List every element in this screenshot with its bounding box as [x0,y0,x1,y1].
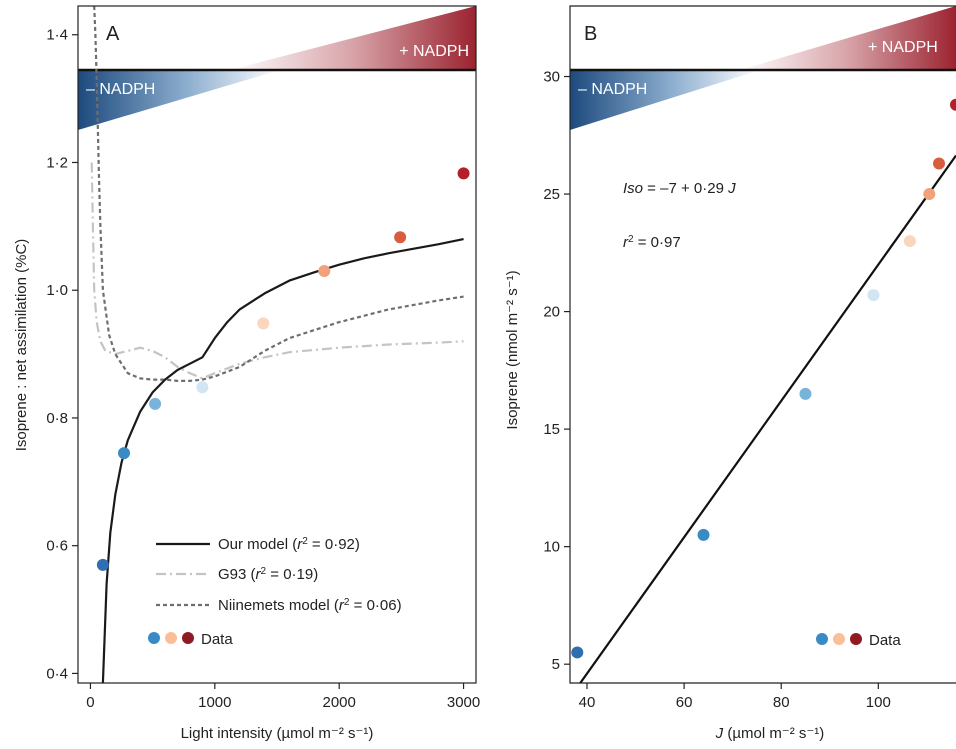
plus-nadph-wedge [740,6,956,70]
fit-equation: Iso = –7 + 0·29 J [623,180,736,197]
regression-line [578,154,956,683]
data-point [394,231,407,244]
x-tick-label: 80 [773,694,790,711]
x-tick-label: 1000 [198,694,231,711]
data-point [149,397,162,410]
y-tick-label: 30 [543,69,560,86]
axis-ticks-b: 40 60 80 100 5 10 15 20 25 30 [543,69,891,711]
data-point [257,317,270,330]
data-point [697,528,710,541]
fit-line-b [578,154,956,683]
panel-letter-b: B [584,23,597,45]
data-point [923,188,936,201]
data-point [118,447,131,460]
axis-ticks-a: 0 1000 2000 3000 0·4 0·6 0·8 1·0 1·2 1·4 [46,27,480,711]
legend-entry-data-b: Data [869,632,901,649]
x-axis-title-a: Light intensity (µmol m⁻² s⁻¹) [181,725,374,742]
legend-entry-data-a: Data [201,631,233,648]
data-point [457,167,470,180]
y-tick-label: 1·0 [46,282,68,299]
data-point [867,289,880,302]
legend-data-dot-blue [148,632,160,644]
y-tick-label: 20 [543,304,560,321]
panel-b: – NADPH + NADPH 40 60 80 100 5 10 15 20 25 30 B J… [504,5,956,742]
nadph-band-a: – NADPH + NADPH [78,6,476,130]
legend-data-dot-red [182,632,194,644]
x-tick-label: 3000 [447,694,480,711]
plus-nadph-wedge [230,6,476,70]
plot-frame-a [77,5,477,684]
panel-a: – NADPH + NADPH 0 1000 2000 3000 0·4 0·6 0·8 1·… [13,5,480,742]
x-tick-label: 60 [676,694,693,711]
x-tick-label: 2000 [323,694,356,711]
plus-nadph-label: + NADPH [399,43,469,60]
legend-data-dot-peach [833,633,845,645]
y-tick-label: 1·4 [46,27,68,44]
x-tick-label: 0 [86,694,94,711]
model-curves-a [90,6,464,683]
data-point [571,646,584,659]
legend-data-dot-blue [816,633,828,645]
y-tick-label: 0·4 [46,665,68,682]
legend-a: Our model (r2 = 0·92) G93 (r2 = 0·19) Ni… [148,536,402,648]
data-points-a [96,167,470,571]
minus-nadph-label: – NADPH [578,81,647,98]
legend-entry-g93: G93 (r2 = 0·19) [218,566,318,584]
legend-entry-our-model: Our model (r2 = 0·92) [218,536,360,554]
legend-data-dot-red [850,633,862,645]
data-point [318,265,331,278]
y-tick-label: 15 [543,421,560,438]
data-points-b [571,98,956,659]
y-tick-label: 10 [543,539,560,556]
y-tick-label: 0·6 [46,538,68,555]
data-point [799,387,812,400]
x-axis-title-b: J (µmol m⁻² s⁻¹) [715,725,825,742]
y-axis-title-b: Isoprene (nmol m⁻² s⁻¹) [504,270,521,429]
data-point [196,381,209,394]
legend-entry-niinemets: Niinemets model (r2 = 0·06) [218,597,402,615]
data-point [96,558,109,571]
x-tick-label: 100 [866,694,891,711]
series-line-niinemets-model [93,6,464,382]
y-tick-label: 1·2 [46,154,68,171]
nadph-band-b: – NADPH + NADPH [570,6,956,130]
series-line-g93 [90,162,464,380]
y-tick-label: 5 [552,656,560,673]
minus-nadph-wedge [570,70,760,130]
minus-nadph-label: – NADPH [86,81,155,98]
plus-nadph-label: + NADPH [868,39,938,56]
x-tick-label: 40 [579,694,596,711]
y-tick-label: 0·8 [46,410,68,427]
legend-data-dot-peach [165,632,177,644]
minus-nadph-wedge [78,70,280,130]
y-axis-title-a: Isoprene : net assimilation (%C) [13,239,30,452]
data-point [903,235,916,248]
fit-r2: r2 = 0·97 [623,234,681,252]
legend-b: Data [816,632,901,649]
y-tick-label: 25 [543,186,560,203]
plot-frame-b [569,5,956,684]
data-point [933,157,946,170]
panel-letter-a: A [106,23,120,45]
series-line-our-model [101,238,464,683]
data-point [950,98,956,111]
